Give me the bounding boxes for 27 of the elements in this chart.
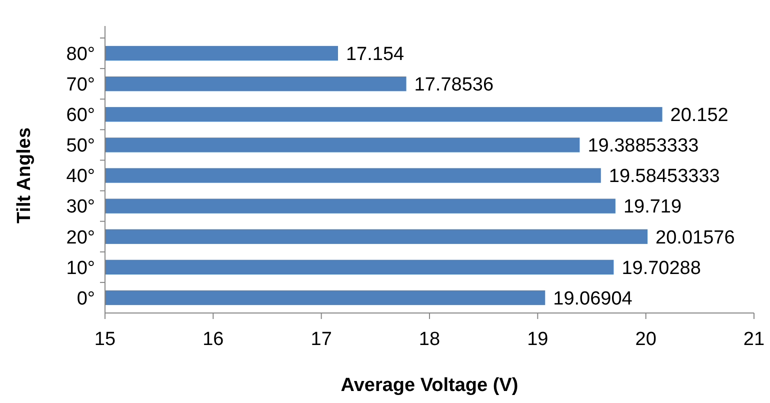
data-label: 19.38853333 xyxy=(588,136,699,157)
y-tick-label: 0° xyxy=(76,288,95,310)
x-tick-label: 15 xyxy=(94,329,116,350)
x-tick-label: 17 xyxy=(310,329,332,350)
data-label: 17.154 xyxy=(346,44,405,65)
x-tick-label: 16 xyxy=(202,329,224,350)
data-label: 17.78536 xyxy=(414,74,494,96)
x-tick-label: 19 xyxy=(527,329,548,350)
y-tick-label: 80° xyxy=(66,44,95,65)
x-tick-label: 20 xyxy=(635,329,656,350)
y-tick-label: 70° xyxy=(66,74,95,96)
y-tick-label: 30° xyxy=(66,196,95,218)
y-tick-label: 50° xyxy=(66,136,95,157)
y-axis-title: Tilt Angles xyxy=(14,127,35,224)
data-label: 19.06904 xyxy=(553,288,633,310)
x-tick-label: 21 xyxy=(743,329,765,350)
y-tick-label: 10° xyxy=(66,258,95,279)
x-tick-label: 18 xyxy=(418,329,440,350)
x-axis-title: Average Voltage (V) xyxy=(340,375,518,396)
y-tick-label: 20° xyxy=(66,227,95,248)
data-label: 20.152 xyxy=(670,105,728,126)
data-label: 19.719 xyxy=(623,196,682,218)
data-label: 19.70288 xyxy=(622,258,701,279)
y-tick-label: 40° xyxy=(66,166,95,188)
y-tick-label: 60° xyxy=(66,105,95,126)
data-label: 20.01576 xyxy=(656,227,735,248)
data-label: 19.58453333 xyxy=(608,166,720,188)
